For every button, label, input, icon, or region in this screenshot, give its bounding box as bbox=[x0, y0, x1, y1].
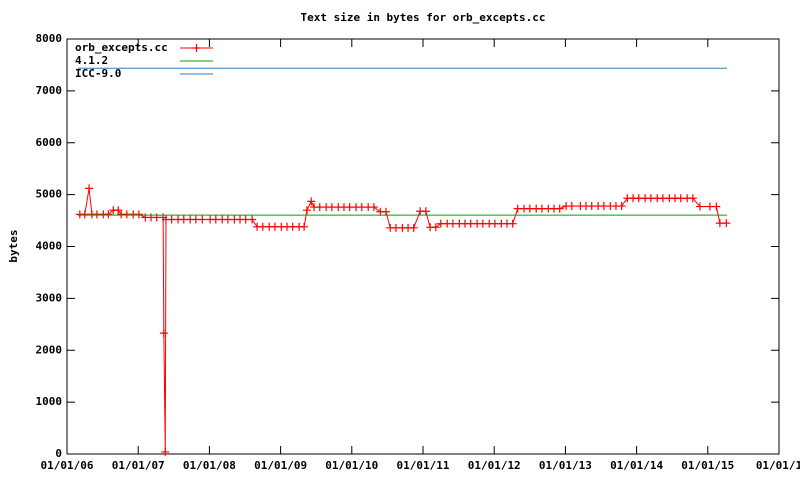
data-point bbox=[114, 206, 123, 215]
x-tick-label: 01/01/12 bbox=[468, 459, 521, 472]
data-point bbox=[161, 447, 170, 456]
data-point bbox=[555, 204, 564, 213]
legend-label: 4.1.2 bbox=[75, 54, 108, 67]
x-tick-label: 01/01/15 bbox=[681, 459, 734, 472]
legend-marker bbox=[192, 44, 201, 52]
data-point bbox=[104, 210, 113, 219]
y-axis-label: bytes bbox=[7, 229, 20, 262]
x-tick-label: 01/01/1 bbox=[756, 459, 800, 472]
data-point bbox=[381, 207, 390, 216]
data-point bbox=[159, 329, 168, 338]
data-point bbox=[688, 194, 697, 203]
data-point bbox=[421, 207, 430, 216]
chart-title: Text size in bytes for orb_excepts.cc bbox=[300, 11, 545, 24]
data-point bbox=[722, 219, 731, 228]
legend-label: ICC-9.0 bbox=[75, 67, 121, 80]
data-point bbox=[617, 202, 626, 211]
y-tick-label: 6000 bbox=[36, 136, 63, 149]
data-point bbox=[198, 215, 207, 224]
x-tick-label: 01/01/10 bbox=[325, 459, 378, 472]
data-point bbox=[248, 215, 257, 224]
x-tick-label: 01/01/06 bbox=[41, 459, 94, 472]
y-tick-label: 4000 bbox=[36, 240, 63, 253]
y-tick-label: 7000 bbox=[36, 84, 63, 97]
data-point bbox=[369, 203, 378, 212]
x-tick-label: 01/01/08 bbox=[183, 459, 236, 472]
data-point bbox=[307, 197, 316, 206]
data-point bbox=[508, 219, 517, 228]
data-point bbox=[567, 202, 576, 211]
x-tick-label: 01/01/07 bbox=[112, 459, 165, 472]
data-point bbox=[80, 210, 89, 219]
y-tick-label: 1000 bbox=[36, 395, 63, 408]
y-tick-label: 5000 bbox=[36, 188, 63, 201]
data-point bbox=[712, 202, 721, 211]
data-point bbox=[302, 206, 311, 215]
x-tick-label: 01/01/11 bbox=[397, 459, 450, 472]
data-point bbox=[134, 210, 143, 219]
y-tick-label: 8000 bbox=[36, 32, 63, 45]
data-point bbox=[409, 223, 418, 232]
x-tick-label: 01/01/13 bbox=[539, 459, 592, 472]
data-point bbox=[695, 202, 704, 211]
y-tick-label: 0 bbox=[55, 447, 62, 460]
data-point bbox=[431, 223, 440, 232]
x-tick-label: 01/01/09 bbox=[254, 459, 307, 472]
x-tick-label: 01/01/14 bbox=[610, 459, 663, 472]
data-point bbox=[85, 184, 94, 193]
y-tick-label: 3000 bbox=[36, 291, 63, 304]
legend-label: orb_excepts.cc bbox=[75, 41, 168, 54]
y-tick-label: 2000 bbox=[36, 343, 63, 356]
data-point bbox=[300, 222, 309, 231]
